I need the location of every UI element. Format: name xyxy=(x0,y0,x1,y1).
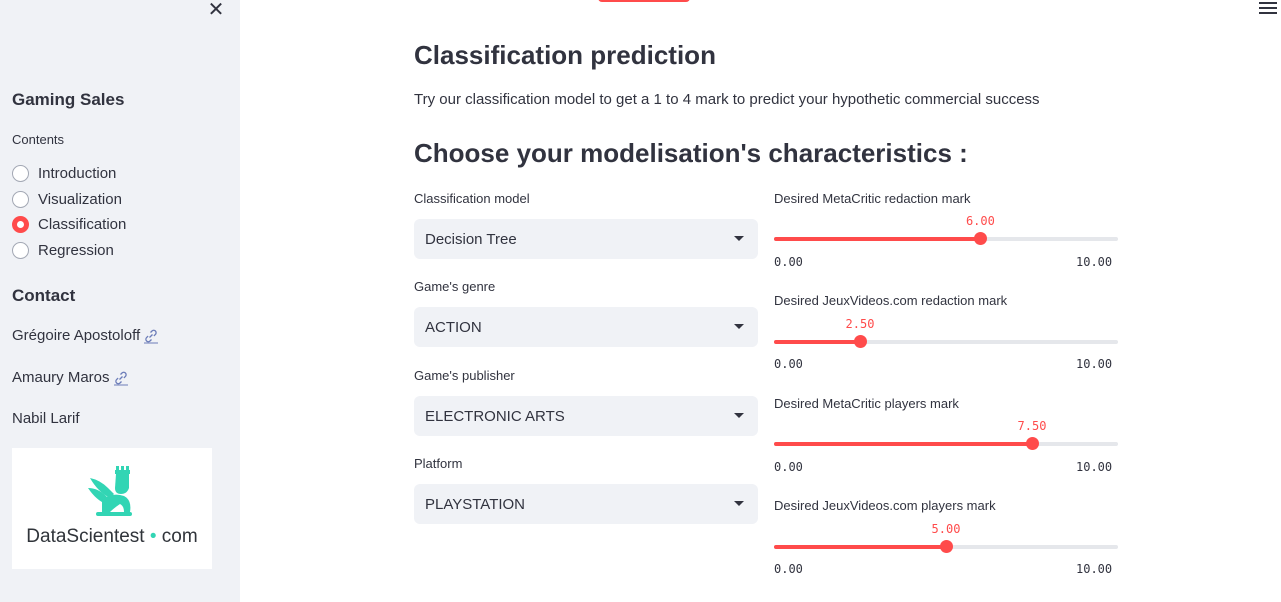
nav-radio-visualization[interactable]: Visualization xyxy=(12,189,122,209)
slider-jv-players[interactable]: 5.00 xyxy=(774,522,1118,553)
link-icon[interactable] xyxy=(113,370,129,386)
slider-metacritic-players[interactable]: 7.50 xyxy=(774,419,1118,450)
contact-name: Amaury Maros xyxy=(12,369,110,386)
radio-checked-icon xyxy=(12,215,29,233)
slider-min: 0.00 xyxy=(774,460,803,474)
nav-radio-label: Regression xyxy=(38,241,114,259)
slider-min: 0.00 xyxy=(774,255,803,269)
close-sidebar-button[interactable]: ✕ xyxy=(207,0,225,21)
radio-circle-icon xyxy=(12,164,29,182)
slider-value: 5.00 xyxy=(931,522,961,536)
radio-circle-icon xyxy=(12,241,29,259)
page-description: Try our classification model to get a 1 … xyxy=(414,91,1040,108)
nav-radio-label: Classification xyxy=(38,215,127,233)
link-icon[interactable] xyxy=(143,328,159,344)
slider-max: 10.00 xyxy=(1076,357,1113,371)
select-game-publisher[interactable]: ELECTRONIC ARTS xyxy=(414,396,758,436)
slider-jv-redaction[interactable]: 2.50 xyxy=(774,317,1118,348)
slider-label-metacritic-players: Desired MetaCritic players mark xyxy=(774,396,959,411)
nav-radio-introduction[interactable]: Introduction xyxy=(12,163,116,183)
contact-item: Grégoire Apostoloff xyxy=(12,327,159,344)
slider-fill xyxy=(774,340,860,344)
sphinx-icon xyxy=(88,466,132,516)
datascientest-logo: DataScientest • com xyxy=(12,448,212,569)
contact-name: Grégoire Apostoloff xyxy=(12,327,141,344)
slider-fill xyxy=(774,442,1032,446)
slider-value: 7.50 xyxy=(1017,419,1047,433)
select-platform[interactable]: PLAYSTATION xyxy=(414,484,758,524)
logo-brand-text: DataScientest xyxy=(26,526,145,547)
chevron-down-icon xyxy=(734,324,744,329)
slider-metacritic-redaction[interactable]: 6.00 xyxy=(774,214,1118,245)
hamburger-menu-icon[interactable] xyxy=(1259,2,1277,16)
logo-suffix-text: com xyxy=(161,526,198,547)
slider-value: 2.50 xyxy=(845,317,875,331)
nav-radio-label: Introduction xyxy=(38,164,117,182)
section-title: Choose your modelisation's characteristi… xyxy=(414,138,968,168)
slider-thumb[interactable] xyxy=(940,540,953,553)
slider-thumb[interactable] xyxy=(974,232,988,245)
slider-value: 6.00 xyxy=(965,214,995,228)
slider-min: 0.00 xyxy=(774,357,803,371)
sidebar: ✕ Gaming Sales Contents Introduction Vis… xyxy=(0,0,240,602)
slider-fill xyxy=(774,237,981,241)
select-value: ELECTRONIC ARTS xyxy=(425,407,565,425)
logo-dot: • xyxy=(149,526,157,547)
slider-label-jv-redaction: Desired JeuxVideos.com redaction mark xyxy=(774,293,1008,308)
chevron-down-icon xyxy=(734,413,744,418)
contact-title: Contact xyxy=(12,286,76,305)
contents-label: Contents xyxy=(12,132,65,147)
slider-thumb[interactable] xyxy=(1026,437,1039,450)
nav-radio-label: Visualization xyxy=(38,190,122,208)
chevron-down-icon xyxy=(734,236,744,241)
slider-max: 10.00 xyxy=(1076,460,1113,474)
slider-max: 10.00 xyxy=(1076,255,1113,269)
select-value: Decision Tree xyxy=(425,230,517,248)
contact-item: Amaury Maros xyxy=(12,369,129,386)
sidebar-title: Gaming Sales xyxy=(12,90,125,109)
contact-item: Nabil Larif xyxy=(12,410,80,427)
select-classification-model[interactable]: Decision Tree xyxy=(414,219,758,259)
select-label-publisher: Game's publisher xyxy=(414,368,515,383)
slider-label-jv-players: Desired JeuxVideos.com players mark xyxy=(774,498,996,513)
chevron-down-icon xyxy=(734,501,744,506)
running-status-bar xyxy=(598,0,690,2)
slider-fill xyxy=(774,545,946,549)
nav-radio-classification[interactable]: Classification xyxy=(12,214,126,234)
page-title: Classification prediction xyxy=(414,40,716,70)
slider-thumb[interactable] xyxy=(854,335,867,348)
select-label-genre: Game's genre xyxy=(414,279,496,294)
logo-wordmark: DataScientest • com xyxy=(12,526,212,548)
slider-label-metacritic-redaction: Desired MetaCritic redaction mark xyxy=(774,191,971,206)
select-label-platform: Platform xyxy=(414,456,463,471)
slider-min: 0.00 xyxy=(774,562,803,576)
contact-name: Nabil Larif xyxy=(12,410,80,427)
select-value: PLAYSTATION xyxy=(425,495,526,513)
select-value: ACTION xyxy=(425,318,482,336)
nav-radio-regression[interactable]: Regression xyxy=(12,240,114,260)
radio-circle-icon xyxy=(12,190,29,208)
select-label-model: Classification model xyxy=(414,191,530,206)
slider-max: 10.00 xyxy=(1076,562,1113,576)
select-game-genre[interactable]: ACTION xyxy=(414,307,758,347)
